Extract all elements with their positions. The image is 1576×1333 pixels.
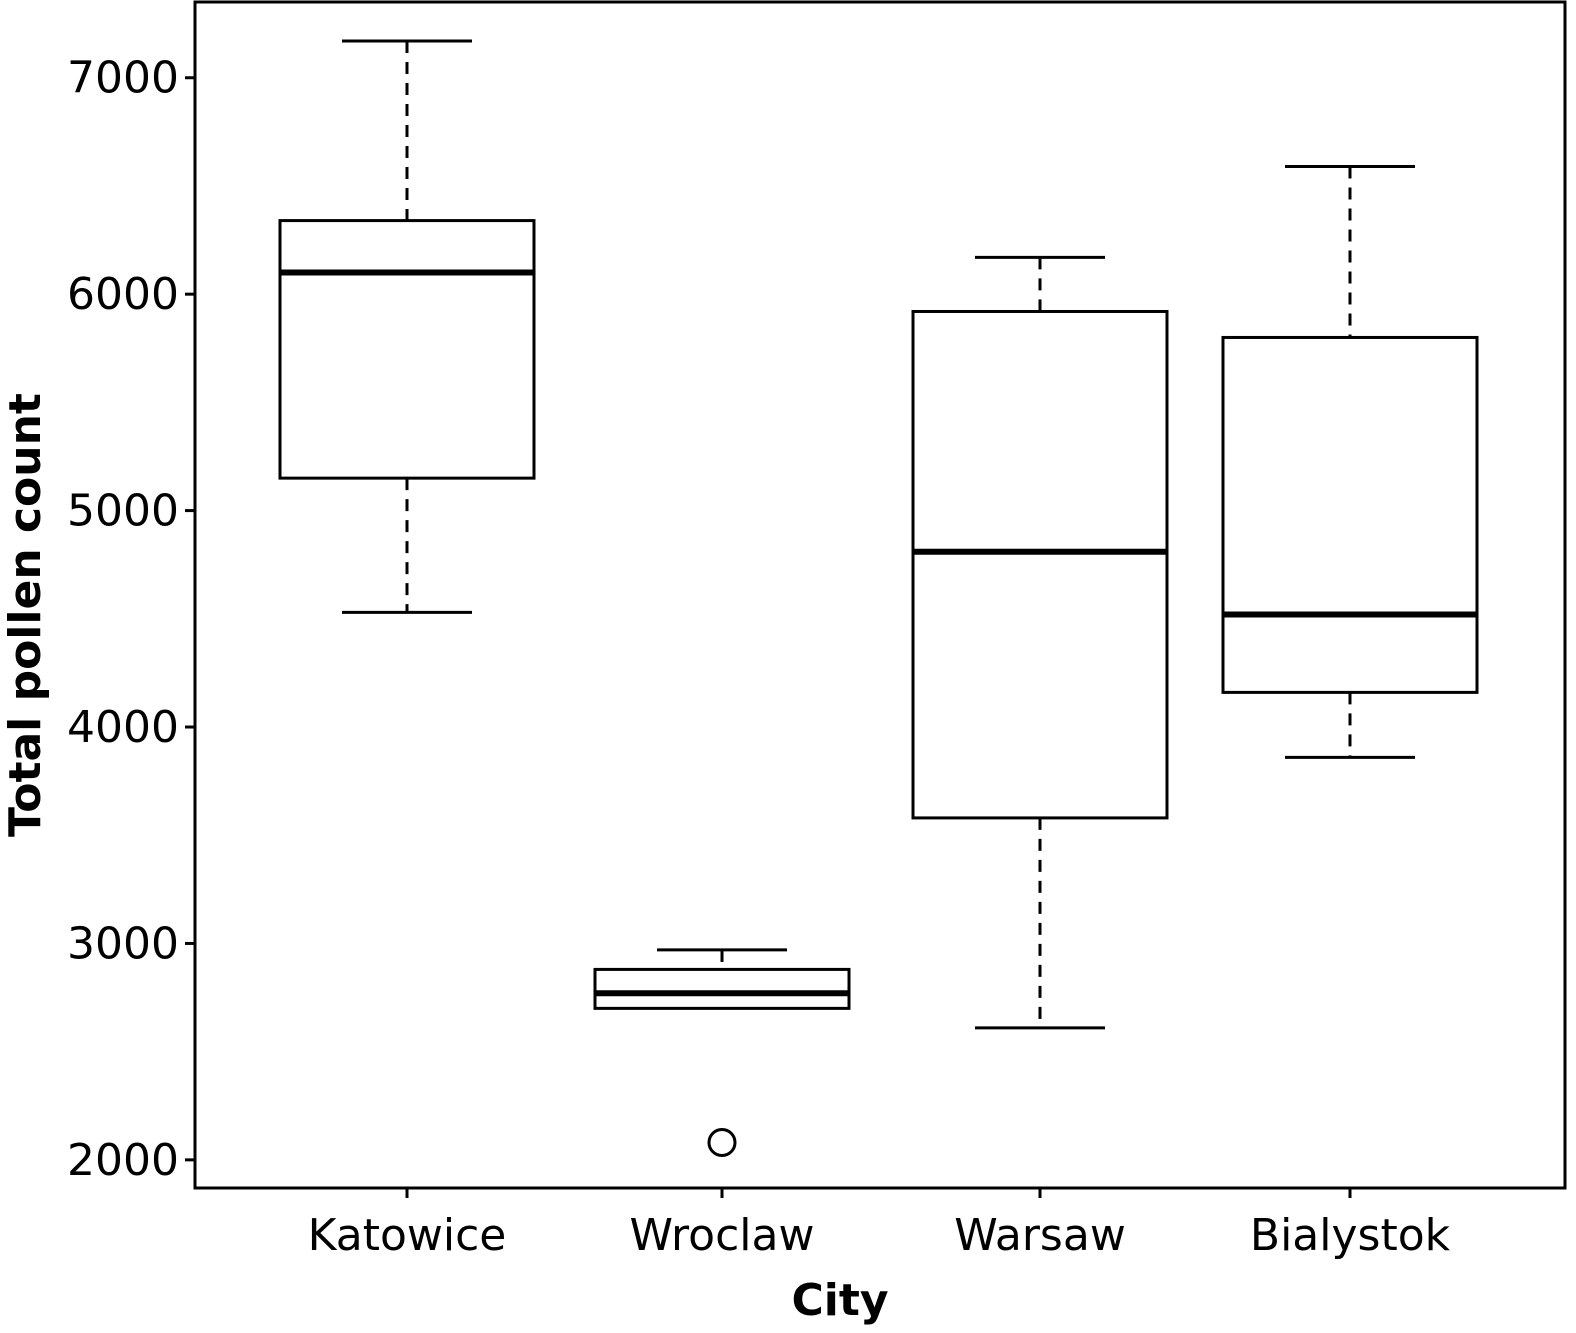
box-katowice xyxy=(278,39,536,614)
plot-frame xyxy=(193,0,1567,1190)
y-tick-label: 6000 xyxy=(67,269,179,320)
box-warsaw xyxy=(911,255,1169,1030)
y-tick-label: 7000 xyxy=(67,53,179,104)
iqr-box xyxy=(911,309,1169,820)
box-bialystok xyxy=(1221,164,1479,759)
x-tick-label: Warsaw xyxy=(954,1210,1126,1261)
x-tick-label: Wroclaw xyxy=(630,1210,815,1261)
y-axis: 2000 3000 4000 5000 6000 7000 xyxy=(67,53,195,1186)
box-wroclaw xyxy=(593,948,851,1158)
y-tick-label: 5000 xyxy=(67,486,179,537)
iqr-box xyxy=(593,967,851,1010)
outlier-point xyxy=(707,1128,737,1158)
y-tick-label: 4000 xyxy=(67,702,179,753)
x-axis-title: City xyxy=(791,1275,888,1326)
x-axis: Katowice Wroclaw Warsaw Bialystok xyxy=(308,1188,1451,1261)
y-tick-label: 2000 xyxy=(67,1135,179,1186)
y-tick-label: 3000 xyxy=(67,918,179,969)
box-series xyxy=(278,39,1479,1158)
x-tick-label: Bialystok xyxy=(1250,1210,1451,1261)
x-tick-label: Katowice xyxy=(308,1210,507,1261)
iqr-box xyxy=(278,219,536,480)
y-axis-title: Total pollen count xyxy=(0,393,51,837)
iqr-box xyxy=(1221,335,1479,694)
